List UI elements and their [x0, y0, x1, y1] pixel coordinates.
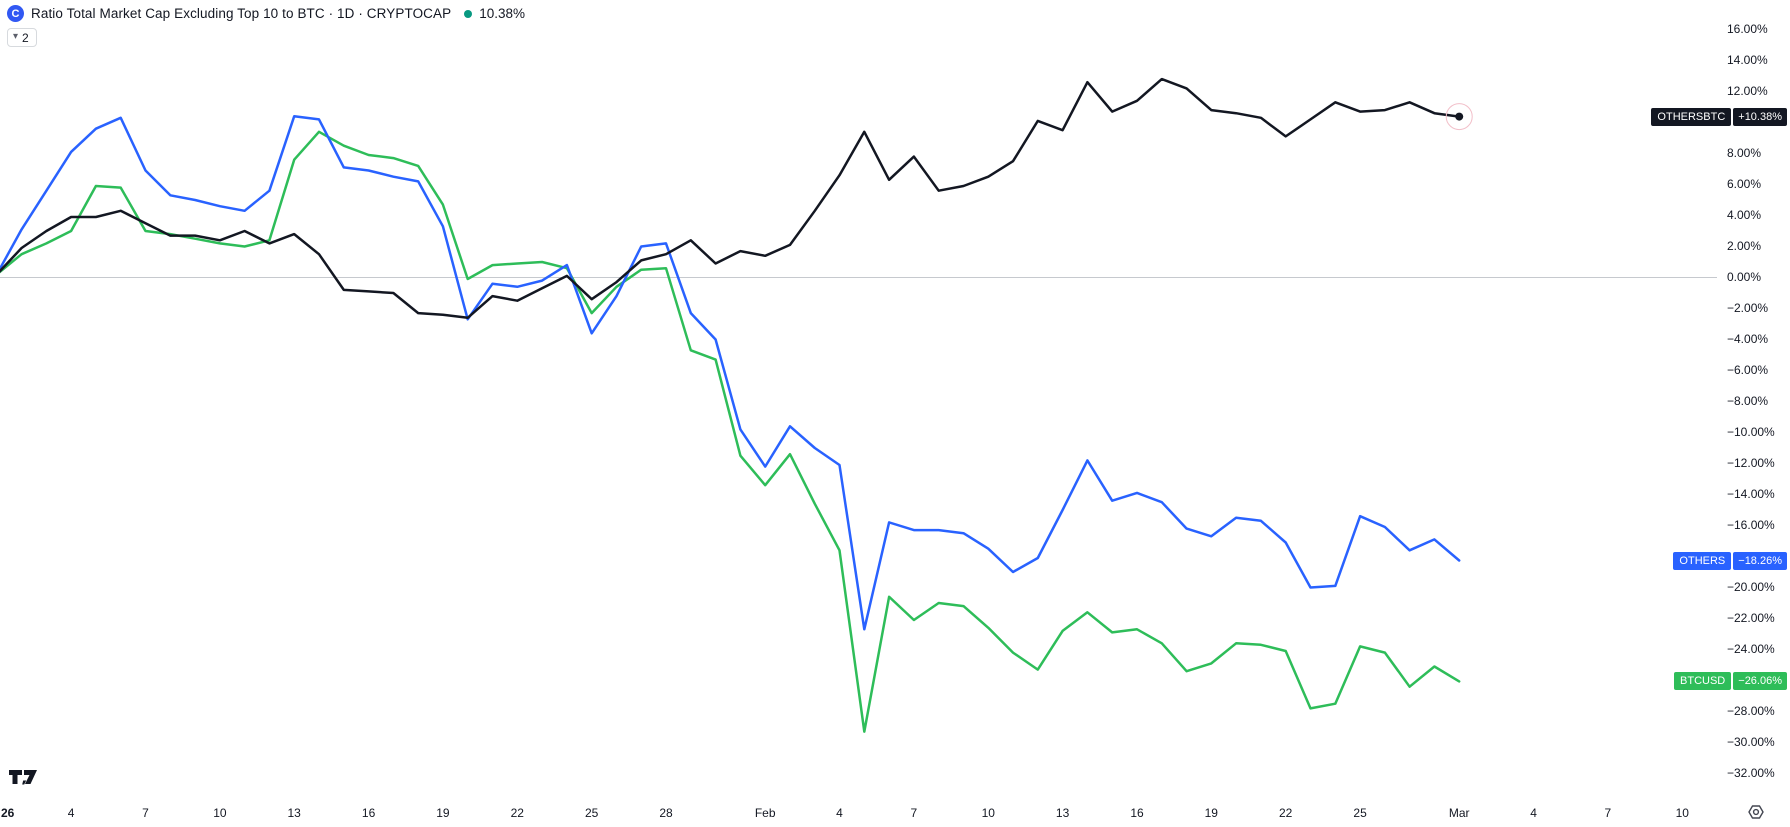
last-value-dot-icon	[1455, 112, 1464, 121]
time-tick-label: Feb	[754, 806, 776, 820]
price-tick-label: −10.00%	[1727, 425, 1775, 440]
price-tick-label: −28.00%	[1727, 704, 1775, 719]
time-tick-label: 28	[659, 806, 673, 820]
symbol-change-value: 10.38%	[479, 6, 526, 21]
time-tick-label: 22	[510, 806, 524, 820]
price-tick-label: −32.00%	[1727, 766, 1775, 781]
price-tick-label: 6.00%	[1727, 177, 1762, 192]
time-tick-label: 16	[1130, 806, 1144, 820]
time-tick-label: 4	[1530, 806, 1537, 820]
time-tick-label: 7	[1604, 806, 1612, 820]
price-tick-label: −8.00%	[1727, 394, 1769, 409]
price-tick-label: 16.00%	[1727, 22, 1768, 37]
legend-collapsed-count: 2	[22, 30, 29, 45]
price-label-othersbtc[interactable]: OTHERSBTC +10.38%	[1651, 107, 1787, 126]
price-tick-label: −6.00%	[1727, 363, 1769, 378]
price-label-value: +10.38%	[1733, 107, 1787, 126]
time-tick-label: 19	[1204, 806, 1218, 820]
price-tick-label: 2.00%	[1727, 239, 1762, 254]
price-tick-label: 14.00%	[1727, 53, 1768, 68]
time-tick-label: 19	[436, 806, 450, 820]
price-tick-label: −4.00%	[1727, 332, 1769, 347]
price-tick-label: −2.00%	[1727, 301, 1769, 316]
price-axis[interactable]: 16.00% 14.00% 12.00% 8.00% 6.00% 4.00% 2.00% 0.…	[1717, 0, 1790, 800]
price-label-symbol: OTHERSBTC	[1651, 107, 1732, 126]
legend-collapsed-series-button[interactable]: ▾ 2	[7, 28, 37, 47]
time-tick-label: 10	[981, 806, 995, 820]
price-tick-label: 0.00%	[1727, 270, 1762, 285]
time-tick-label: 13	[287, 806, 301, 820]
price-tick-label: −12.00%	[1727, 456, 1775, 471]
time-tick-label: 26	[1, 806, 15, 820]
price-label-value: −18.26%	[1733, 551, 1787, 570]
time-tick-label: 25	[1353, 806, 1367, 820]
series-line-others[interactable]	[0, 115, 1461, 631]
market-status-dot-icon	[464, 9, 473, 18]
time-tick-label: 16	[361, 806, 376, 820]
price-label-symbol: BTCUSD	[1674, 672, 1732, 691]
chart-canvas[interactable]	[0, 0, 1717, 800]
price-tick-label: 12.00%	[1727, 84, 1768, 99]
time-tick-label: 13	[1055, 806, 1070, 820]
time-tick-label: 22	[1279, 806, 1293, 820]
price-label-value: −26.06%	[1733, 672, 1787, 691]
tradingview-logo-icon[interactable]	[8, 768, 38, 790]
time-tick-label: 10	[1675, 806, 1689, 820]
time-tick-label: 7	[910, 806, 918, 820]
price-tick-label: −24.00%	[1727, 642, 1775, 657]
series-line-btcusd[interactable]	[0, 130, 1461, 733]
symbol-legend: C Ratio Total Market Cap Excluding Top 1…	[7, 5, 525, 22]
cryptocap-logo-icon: C	[7, 5, 24, 22]
time-axis[interactable]: 26 4 7 10 13 16 19 22 25 28 Feb 4 7 10 13 16 19 22 25 Mar 4 7…	[0, 800, 1790, 827]
time-tick-label: Mar	[1448, 806, 1470, 820]
price-chart-pane[interactable]	[0, 0, 1717, 800]
price-label-symbol: OTHERS	[1673, 551, 1732, 570]
symbol-title[interactable]: Ratio Total Market Cap Excluding Top 10 …	[31, 6, 452, 21]
price-tick-label: −16.00%	[1727, 518, 1775, 533]
price-tick-label: −14.00%	[1727, 487, 1775, 502]
price-tick-label: −20.00%	[1727, 580, 1775, 595]
price-tick-label: 4.00%	[1727, 208, 1762, 223]
price-label-others[interactable]: OTHERS −18.26%	[1673, 551, 1787, 570]
last-value-halo-icon	[1445, 103, 1473, 131]
time-tick-label: 10	[213, 806, 227, 820]
price-label-btcusd[interactable]: BTCUSD −26.06%	[1674, 672, 1787, 691]
time-tick-label: 25	[585, 806, 599, 820]
series-line-othersbtc[interactable]	[0, 77, 1461, 320]
time-tick-label: 7	[142, 806, 149, 820]
price-tick-label: 8.00%	[1727, 146, 1762, 161]
time-tick-label: 4	[67, 806, 75, 820]
price-tick-label: −30.00%	[1727, 735, 1775, 750]
chevron-down-icon: ▾	[13, 30, 19, 42]
price-tick-label: −22.00%	[1727, 611, 1775, 626]
scale-settings-gear-icon[interactable]	[1747, 803, 1765, 821]
time-tick-label: 4	[836, 806, 843, 820]
